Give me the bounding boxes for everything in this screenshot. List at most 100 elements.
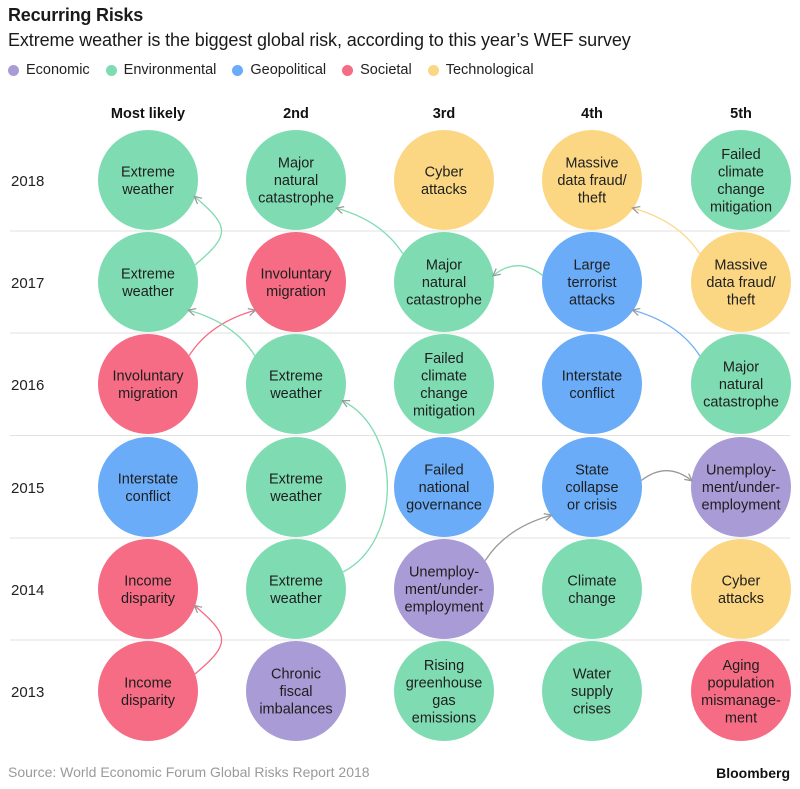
- legend-item: Environmental: [105, 62, 216, 78]
- risk-circle: [246, 641, 346, 741]
- legend-swatch: [427, 64, 439, 76]
- risk-circle: [542, 130, 642, 230]
- risk-label: emissions: [412, 710, 476, 726]
- column-header: 5th: [730, 106, 752, 122]
- risk-circle: [98, 641, 198, 741]
- risk-label: fiscal: [279, 684, 312, 700]
- risk-bubble: Income disparity: [98, 539, 198, 639]
- risk-bubble: Interstate conflict: [98, 437, 198, 537]
- risk-bubble: Extreme weather: [98, 130, 198, 230]
- risk-circle: [246, 334, 346, 434]
- risk-label: supply: [571, 684, 614, 700]
- risk-label: mismanage-: [701, 693, 781, 709]
- risk-label: Interstate: [118, 471, 178, 487]
- row-label: 2013: [11, 684, 44, 701]
- risk-circle: [246, 539, 346, 639]
- risk-circle: [246, 130, 346, 230]
- column-header: 3rd: [433, 106, 456, 122]
- legend-label: Economic: [26, 62, 90, 78]
- risk-circle: [542, 437, 642, 537]
- risk-label: gas: [432, 693, 455, 709]
- risk-bubble: Cyber attacks: [394, 130, 494, 230]
- risk-label: weather: [269, 591, 322, 607]
- risk-circle: [691, 232, 791, 332]
- risk-label: Failed: [424, 351, 464, 367]
- risk-label: natural: [422, 275, 466, 291]
- risk-label: Extreme: [269, 368, 323, 384]
- risk-label: Failed: [721, 147, 761, 163]
- risk-bubble: Unemploy-ment/under-employment: [691, 437, 791, 537]
- risk-label: data fraud/: [706, 275, 776, 291]
- risk-label: Water: [573, 667, 611, 683]
- risk-label: theft: [578, 191, 606, 207]
- risk-label: Rising: [424, 658, 464, 674]
- risk-bubble: Extreme weather: [246, 437, 346, 537]
- risk-label: Cyber: [722, 573, 761, 589]
- risk-bubble: Climate change: [542, 539, 642, 639]
- risk-label: Climate: [567, 573, 616, 589]
- risk-label: disparity: [121, 591, 176, 607]
- risk-circle: [394, 437, 494, 537]
- risk-label: mitigation: [413, 403, 475, 419]
- risk-circle: [246, 232, 346, 332]
- risk-label: employment: [405, 600, 484, 616]
- trend-arrow: [343, 401, 389, 573]
- risk-label: Extreme: [269, 471, 323, 487]
- legend-label: Societal: [360, 62, 412, 78]
- risk-circle: [691, 641, 791, 741]
- trend-arrow: [195, 606, 223, 675]
- risk-label: mitigation: [710, 199, 772, 215]
- trend-arrow: [189, 310, 256, 356]
- risk-label: greenhouse: [406, 675, 483, 691]
- row-label: 2018: [11, 173, 44, 190]
- row-label: 2014: [11, 582, 44, 599]
- risk-circle: [691, 539, 791, 639]
- source-note: Source: World Economic Forum Global Risk…: [8, 764, 370, 780]
- risk-label: ment/under-: [702, 480, 780, 496]
- risk-label: ment/under-: [405, 582, 483, 598]
- legend: Economic Environmental Geopolitical Societa…: [8, 62, 550, 78]
- risk-label: population: [708, 675, 775, 691]
- row-label: 2015: [11, 480, 44, 497]
- risk-label: State: [575, 463, 609, 479]
- risk-circle: [691, 334, 791, 434]
- risk-label: Major: [426, 258, 462, 274]
- column-header: 2nd: [283, 106, 309, 122]
- legend-item: Technological: [427, 62, 534, 78]
- risk-circle: [542, 232, 642, 332]
- risk-label: Unemploy-: [409, 565, 479, 581]
- risk-label: imbalances: [259, 702, 332, 718]
- risk-label: Cyber: [425, 164, 464, 180]
- risk-bubble: Involuntary migration: [246, 232, 346, 332]
- legend-label: Technological: [445, 62, 534, 78]
- legend-label: Geopolitical: [250, 62, 327, 78]
- risk-label: Massive: [565, 156, 618, 172]
- risk-label: employment: [702, 498, 781, 514]
- risk-label: Income: [124, 675, 172, 691]
- risk-label: migration: [266, 284, 326, 300]
- risk-label: change: [420, 386, 468, 402]
- risk-label: weather: [121, 182, 174, 198]
- risk-label: Extreme: [121, 164, 175, 180]
- risk-label: Unemploy-: [706, 463, 776, 479]
- risk-circle: [394, 641, 494, 741]
- risk-bubble: Extreme weather: [246, 539, 346, 639]
- risk-label: Major: [723, 360, 759, 376]
- risk-label: Extreme: [121, 266, 175, 282]
- risk-label: ment: [725, 710, 757, 726]
- risk-circle: [246, 437, 346, 537]
- risk-label: natural: [719, 377, 763, 393]
- risk-label: Massive: [714, 258, 767, 274]
- risk-label: change: [717, 182, 765, 198]
- risk-label: weather: [269, 386, 322, 402]
- risk-label: catastrophe: [258, 191, 334, 207]
- legend-item: Geopolitical: [232, 62, 326, 78]
